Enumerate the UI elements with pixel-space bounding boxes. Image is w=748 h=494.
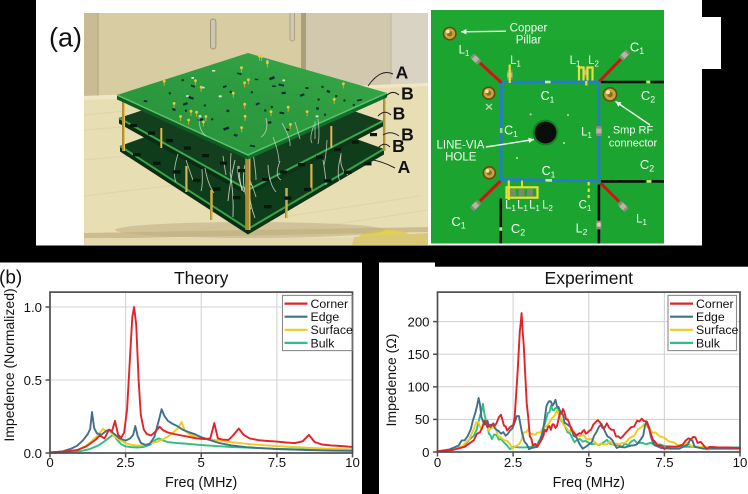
svg-text:L2: L2 xyxy=(542,200,553,214)
svg-text:A: A xyxy=(398,157,411,177)
svg-text:Bulk: Bulk xyxy=(311,336,336,350)
svg-text:10: 10 xyxy=(345,455,360,470)
svg-text:Impedence (Ω): Impedence (Ω) xyxy=(383,334,399,427)
svg-text:Edge: Edge xyxy=(311,310,340,324)
svg-text:7.5: 7.5 xyxy=(268,455,286,470)
svg-text:0.0: 0.0 xyxy=(24,446,42,461)
svg-text:B: B xyxy=(393,104,406,124)
svg-text:0: 0 xyxy=(422,445,429,460)
svg-text:Theory: Theory xyxy=(174,268,229,288)
svg-text:7.5: 7.5 xyxy=(655,455,673,470)
svg-text:L1: L1 xyxy=(581,127,592,141)
svg-text:B: B xyxy=(392,136,405,156)
svg-text:L1: L1 xyxy=(636,214,647,228)
svg-text:(a): (a) xyxy=(49,23,82,53)
svg-text:L1: L1 xyxy=(459,45,470,59)
svg-text:Corner: Corner xyxy=(696,297,734,311)
svg-text:L1: L1 xyxy=(510,55,521,69)
svg-text:L1: L1 xyxy=(529,200,540,214)
svg-text:10: 10 xyxy=(733,455,748,470)
svg-text:A: A xyxy=(396,63,409,83)
svg-text:Corner: Corner xyxy=(311,297,349,311)
svg-text:2.5: 2.5 xyxy=(116,455,134,470)
svg-text:Smp RF: Smp RF xyxy=(613,125,654,137)
svg-text:2.5: 2.5 xyxy=(504,455,522,470)
svg-text:Copper: Copper xyxy=(510,23,548,35)
svg-text:B: B xyxy=(401,84,414,104)
svg-text:1.0: 1.0 xyxy=(24,300,42,315)
svg-text:200: 200 xyxy=(407,314,429,329)
svg-text:Edge: Edge xyxy=(696,310,725,324)
svg-text:100: 100 xyxy=(407,380,429,395)
svg-text:HOLE: HOLE xyxy=(445,151,477,163)
svg-text:0: 0 xyxy=(46,455,53,470)
svg-text:Impedence (Normalized): Impedence (Normalized) xyxy=(1,288,17,441)
svg-text:Pillar: Pillar xyxy=(516,35,542,47)
svg-text:Freq (MHz): Freq (MHz) xyxy=(165,475,237,491)
svg-text:L1: L1 xyxy=(570,55,581,69)
svg-text:LINE-VIA: LINE-VIA xyxy=(437,139,485,151)
svg-text:(b): (b) xyxy=(0,268,22,289)
svg-text:Surface: Surface xyxy=(311,323,354,337)
svg-text:Experiment: Experiment xyxy=(545,268,634,288)
svg-text:5: 5 xyxy=(585,455,592,470)
svg-text:L1: L1 xyxy=(517,200,528,214)
svg-text:Freq (MHz): Freq (MHz) xyxy=(553,475,625,491)
svg-text:L1: L1 xyxy=(505,200,516,214)
svg-text:Bulk: Bulk xyxy=(696,336,721,350)
svg-text:L2: L2 xyxy=(588,55,599,69)
svg-text:B: B xyxy=(401,125,414,145)
svg-text:L2: L2 xyxy=(576,222,588,238)
svg-text:0.5: 0.5 xyxy=(24,373,42,388)
svg-text:0: 0 xyxy=(434,455,441,470)
svg-text:Surface: Surface xyxy=(696,323,739,337)
svg-text:5: 5 xyxy=(198,455,205,470)
svg-text:50: 50 xyxy=(415,412,430,427)
svg-text:150: 150 xyxy=(407,347,429,362)
svg-text:connector: connector xyxy=(609,138,658,150)
